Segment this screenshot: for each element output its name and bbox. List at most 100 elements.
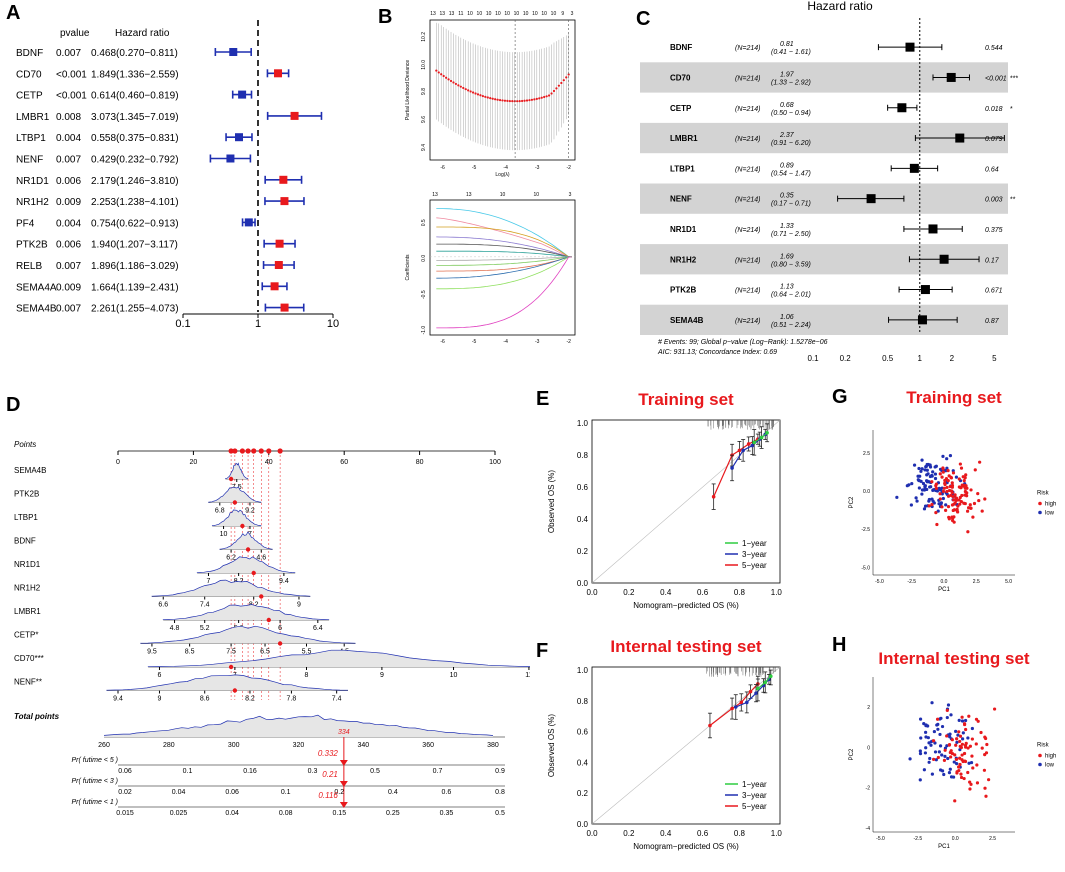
density-curve	[225, 462, 249, 480]
signif-stars: *	[1010, 106, 1013, 113]
variable-tick-label: 9	[297, 602, 301, 609]
hr-marker	[274, 69, 283, 78]
p-label: 0.079	[985, 136, 1003, 143]
gene-label: NR1H2	[670, 255, 697, 264]
variable-label: CD70***	[14, 654, 44, 663]
deviance-point	[445, 76, 448, 79]
density-curve	[140, 625, 356, 644]
pvalue-text: <0.001	[56, 91, 87, 102]
count-label: 13	[432, 192, 438, 198]
prob-tick-label: 0.16	[243, 768, 257, 775]
n-label: (N=214)	[735, 75, 760, 82]
legend-label: 5−year	[742, 802, 767, 811]
legend-label: low	[1045, 763, 1055, 769]
low-risk-point	[941, 496, 945, 501]
low-risk-point	[925, 480, 929, 484]
high-risk-point	[934, 511, 938, 515]
hr-text: 1.896(1.186−3.029)	[91, 261, 179, 272]
x-tick-label: 2	[950, 354, 955, 363]
high-risk-point	[963, 759, 967, 763]
high-risk-point	[947, 474, 951, 478]
high-risk-point	[957, 765, 961, 769]
calibration-point	[733, 705, 738, 709]
hr-text: 0.614(0.460−0.819)	[91, 91, 179, 102]
panel-label-a: A	[6, 2, 21, 24]
low-risk-point	[918, 778, 922, 782]
points-tick-label: 20	[190, 459, 198, 466]
high-risk-point	[948, 750, 952, 755]
high-risk-point	[955, 770, 959, 774]
high-risk-point	[967, 714, 971, 718]
y-tick-label: 0.2	[577, 789, 589, 798]
pvalue-text: 0.009	[56, 197, 81, 208]
low-risk-point	[936, 727, 940, 731]
deviance-point	[484, 95, 487, 98]
high-risk-point	[946, 479, 950, 483]
variable-tick-label: 9.4	[113, 696, 123, 703]
gene-label: CD70	[16, 69, 42, 80]
high-risk-point	[969, 488, 973, 492]
low-risk-point	[923, 468, 927, 472]
density-fill	[106, 674, 348, 691]
high-risk-point	[941, 489, 946, 493]
prob-tick-label: 0.04	[225, 810, 239, 815]
low-risk-point	[945, 715, 949, 720]
y-tick-label: 0	[867, 745, 870, 751]
high-risk-point	[954, 496, 958, 500]
gene-label: RELB	[16, 261, 42, 272]
density-curve	[106, 674, 349, 691]
points-tick-label: 100	[489, 459, 501, 466]
y-tick-label: -0.5	[421, 290, 427, 299]
p-label: 0.018	[985, 106, 1003, 113]
legend-label: 3−year	[742, 550, 767, 559]
gene-label: CETP	[16, 91, 43, 102]
y-axis-label: PC2	[849, 748, 855, 760]
high-risk-point	[943, 482, 947, 487]
y-tick-label: 0.8	[577, 451, 589, 460]
hr-label: 0.68	[780, 102, 794, 109]
low-risk-point	[933, 750, 938, 754]
low-risk-point	[931, 470, 935, 474]
coef-path	[436, 243, 572, 258]
high-risk-point	[959, 466, 964, 470]
high-risk-point	[960, 715, 964, 719]
high-risk-point	[934, 484, 938, 488]
low-risk-point	[951, 775, 956, 779]
gene-label: NR1D1	[670, 225, 697, 234]
high-risk-point	[970, 737, 974, 741]
prob-tick-label: 0.15	[332, 810, 346, 815]
deviance-point	[555, 87, 558, 90]
gene-label: PTK2B	[670, 286, 696, 295]
deviance-point	[557, 84, 560, 87]
prob-tick-label: 0.2	[334, 789, 344, 796]
n-label: (N=214)	[735, 166, 760, 173]
high-risk-point	[957, 485, 961, 489]
high-risk-point	[971, 515, 975, 519]
hr-text: 1.849(1.336−2.559)	[91, 69, 179, 80]
y-tick-label: 0.0	[863, 489, 870, 495]
density-curve	[151, 579, 311, 597]
high-risk-point	[965, 491, 969, 495]
y-tick-label: 0.6	[577, 483, 589, 492]
deviance-point	[533, 98, 536, 101]
plot-frame	[429, 19, 576, 161]
variable-value-marker	[251, 570, 256, 576]
variable-value-marker	[232, 500, 238, 505]
variable-tick-label: 8.6	[200, 696, 210, 703]
count-label: 10	[504, 11, 510, 17]
density-fill	[148, 650, 530, 667]
variable-value-marker	[240, 523, 245, 529]
low-risk-point	[946, 703, 951, 707]
density-curve	[208, 486, 262, 503]
high-risk-point	[956, 510, 960, 514]
low-risk-point	[948, 454, 953, 458]
prob-row-label: Pr( futime < 3 )	[72, 778, 118, 785]
high-risk-point	[950, 518, 955, 523]
hr-marker	[946, 72, 956, 82]
pvalue-text: 0.006	[56, 176, 81, 187]
count-label: 3	[569, 192, 572, 198]
x-tick-label: 0.4	[660, 829, 672, 838]
x-tick-label: 1.0	[771, 829, 783, 838]
count-label: 11	[458, 11, 463, 17]
deviance-point	[494, 98, 497, 101]
